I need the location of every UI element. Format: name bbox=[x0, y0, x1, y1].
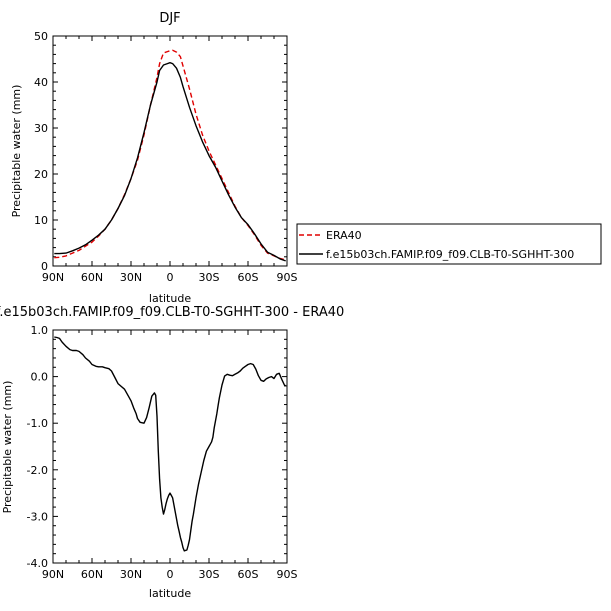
bottom-x-tick-label: 60N bbox=[81, 568, 103, 581]
bottom-plot-frame bbox=[52, 329, 288, 564]
top-title: DJF bbox=[159, 11, 180, 26]
bottom-y-tick-label: 0.0 bbox=[31, 371, 49, 384]
bottom-panel: f.e15b03ch.FAMIP.f09_f09.CLB-T0-SGHHT-30… bbox=[0, 305, 344, 600]
top-y-tick-label: 50 bbox=[34, 30, 48, 43]
bottom-y-tick-label: -3.0 bbox=[27, 510, 48, 523]
legend: ERA40 f.e15b03ch.FAMIP.f09_f09.CLB-T0-SG… bbox=[296, 223, 602, 265]
bottom-ylabel: Precipitable water (mm) bbox=[1, 381, 14, 514]
bottom-title: f.e15b03ch.FAMIP.f09_f09.CLB-T0-SGHHT-30… bbox=[0, 305, 344, 320]
top-panel: DJF Precipitable water (mm) latitude 90N… bbox=[10, 11, 298, 305]
top-xlabel: latitude bbox=[149, 292, 191, 305]
bottom-y-tick-label: -2.0 bbox=[27, 464, 48, 477]
top-y-tick-label: 30 bbox=[34, 122, 48, 135]
top-plot-frame bbox=[52, 35, 288, 267]
top-series-line-1 bbox=[54, 62, 286, 262]
bottom-y-tick-label: -4.0 bbox=[27, 557, 48, 570]
legend-box bbox=[296, 223, 602, 265]
bottom-x-tick-label: 60S bbox=[238, 568, 259, 581]
bottom-x-tick-label: 30S bbox=[199, 568, 220, 581]
top-ylabel: Precipitable water (mm) bbox=[10, 85, 23, 218]
top-x-tick-label: 90N bbox=[42, 271, 64, 284]
top-x-tick-label: 0 bbox=[167, 271, 174, 284]
bottom-x-tick-label: 30N bbox=[120, 568, 142, 581]
top-x-tick-label: 90S bbox=[277, 271, 298, 284]
bottom-x-tick-label: 90S bbox=[277, 568, 298, 581]
top-x-tick-label: 30S bbox=[199, 271, 220, 284]
bottom-series-line-0 bbox=[54, 336, 287, 552]
legend-label-era40: ERA40 bbox=[326, 229, 362, 242]
bottom-x-tick-label: 90N bbox=[42, 568, 64, 581]
top-y-tick-label: 40 bbox=[34, 76, 48, 89]
top-y-tick-label: 10 bbox=[34, 214, 48, 227]
top-y-tick-label: 20 bbox=[34, 168, 48, 181]
top-x-tick-label: 30N bbox=[120, 271, 142, 284]
legend-label-model: f.e15b03ch.FAMIP.f09_f09.CLB-T0-SGHHT-30… bbox=[326, 248, 574, 261]
top-y-tick-label: 0 bbox=[41, 260, 48, 273]
bottom-y-tick-label: -1.0 bbox=[27, 417, 48, 430]
bottom-x-tick-label: 0 bbox=[167, 568, 174, 581]
bottom-xlabel: latitude bbox=[149, 587, 191, 600]
top-x-tick-label: 60S bbox=[238, 271, 259, 284]
top-x-tick-label: 60N bbox=[81, 271, 103, 284]
bottom-y-tick-label: 1.0 bbox=[31, 324, 49, 337]
